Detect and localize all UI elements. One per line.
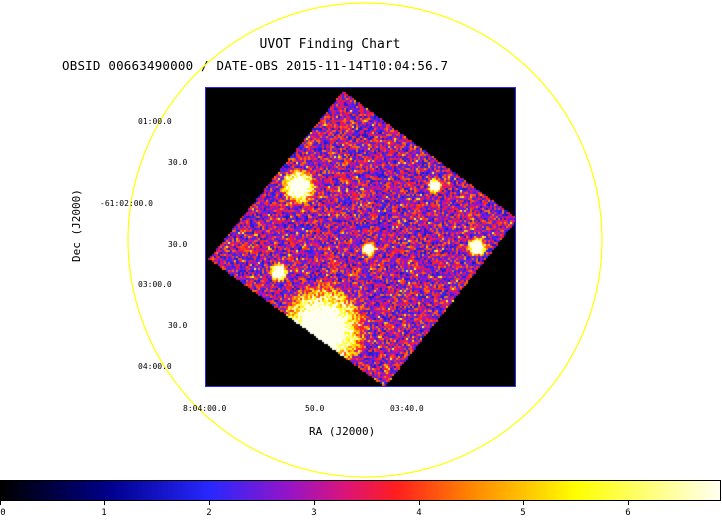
dec-tick-label: 30.0: [168, 321, 188, 330]
dec-tick-label: 03:00.0: [138, 280, 172, 289]
ra-tick-label: 50.0: [305, 404, 325, 413]
dec-tick-label: 30.0: [168, 158, 188, 167]
colorbar-tick-label: 2: [206, 508, 212, 518]
colorbar-tick: [628, 501, 629, 505]
dec-tick-label: -61:02:00.0: [100, 199, 153, 208]
colorbar-tick: [104, 501, 105, 505]
colorbar-tick: [419, 501, 420, 505]
field-of-view-circle: [127, 2, 603, 478]
ra-tick-label: 8:04:00.0: [183, 404, 227, 413]
colorbar-tick: [209, 501, 210, 505]
colorbar-tick-label: 4: [416, 508, 422, 518]
colorbar: [0, 480, 721, 501]
colorbar-tick-label: 1: [101, 508, 107, 518]
colorbar-tick: [314, 501, 315, 505]
colorbar-tick-label: 3: [311, 508, 317, 518]
colorbar-tick: [0, 501, 1, 505]
colorbar-tick-label: 0: [0, 508, 6, 518]
colorbar-tick: [523, 501, 524, 505]
colorbar-tick-label: 5: [520, 508, 526, 518]
sky-image: [205, 87, 516, 387]
dec-tick-label: 04:00.0: [138, 362, 172, 371]
chart-title: UVOT Finding Chart: [259, 37, 401, 52]
colorbar-gradient: [1, 481, 720, 500]
chart-subtitle: OBSID 00663490000 / DATE-OBS 2015-11-14T…: [62, 58, 449, 73]
dec-tick-label: 30.0: [168, 240, 188, 249]
dec-tick-label: 01:00.0: [138, 117, 172, 126]
colorbar-tick-label: 6: [625, 508, 631, 518]
sky-image-canvas: [206, 88, 515, 386]
ra-tick-label: 03:40.0: [390, 404, 424, 413]
ra-axis-label: RA (J2000): [309, 425, 376, 438]
dec-axis-label: Dec (J2000): [70, 189, 83, 262]
